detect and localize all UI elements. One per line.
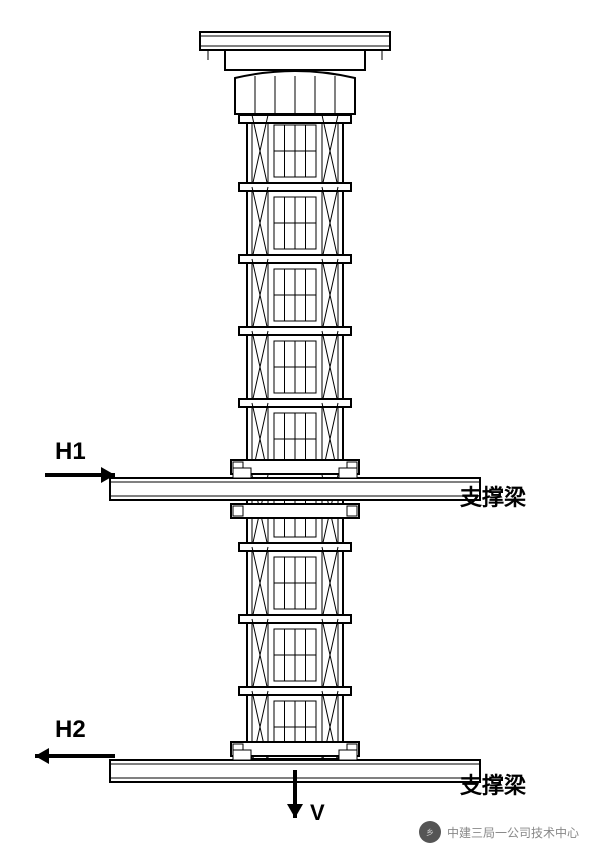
beam-label-lower: 支撑梁: [460, 768, 526, 800]
beam-label-upper: 支撑梁: [460, 480, 526, 512]
diagram-canvas: [0, 0, 589, 851]
watermark: 乡 中建三局一公司技术中心: [419, 821, 579, 843]
force-label-h1: H1: [55, 438, 86, 466]
force-label-h2: H2: [55, 716, 86, 744]
force-label-v: V: [310, 800, 325, 826]
watermark-text: 中建三局一公司技术中心: [447, 824, 579, 841]
watermark-logo-icon: 乡: [419, 821, 441, 843]
